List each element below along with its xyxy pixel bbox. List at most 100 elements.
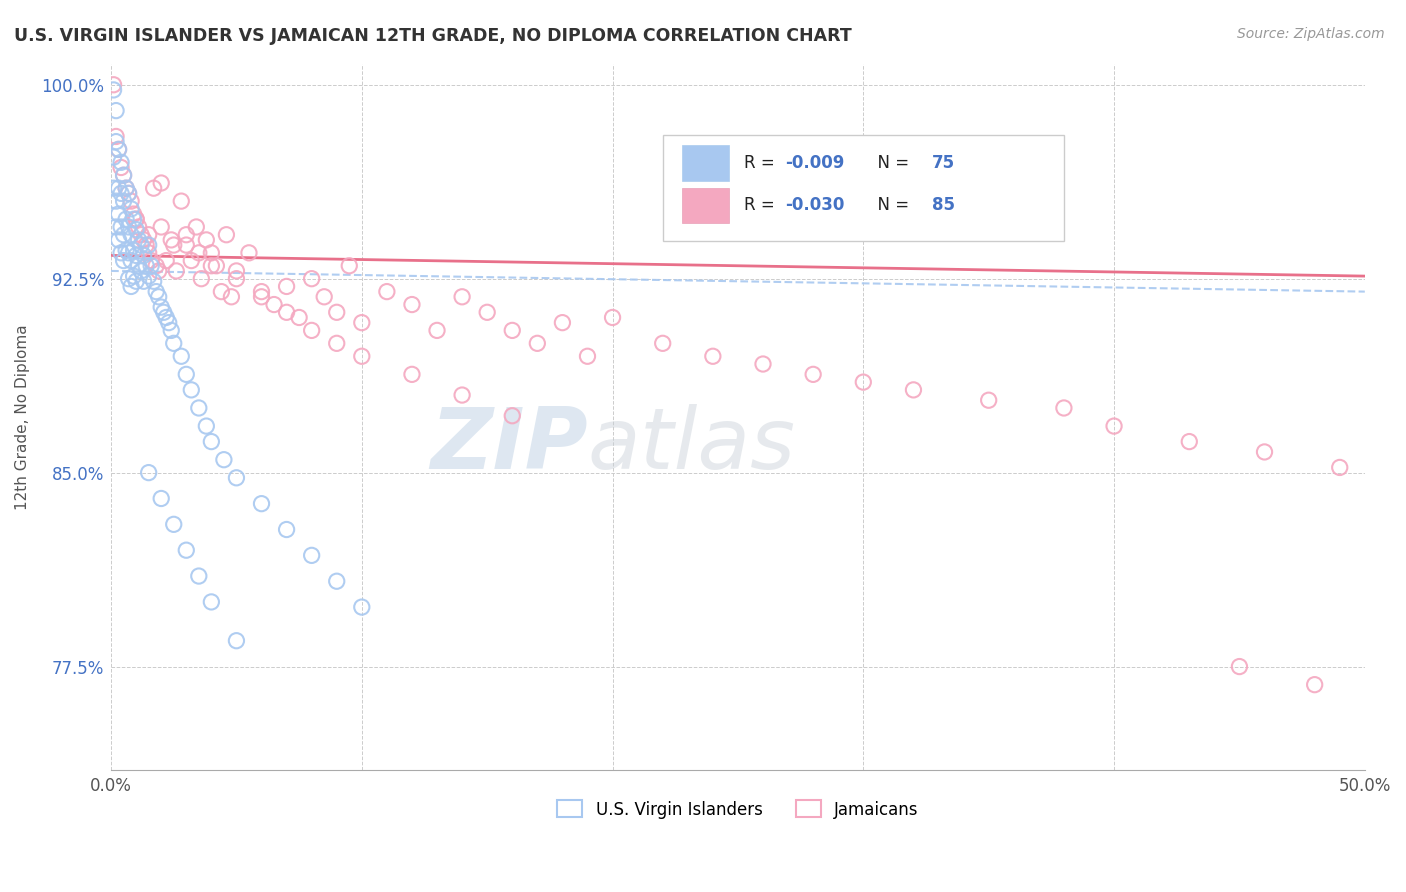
Point <box>132 274 155 288</box>
Point <box>163 517 186 532</box>
FancyBboxPatch shape <box>682 145 730 180</box>
Point <box>337 259 360 273</box>
Point <box>174 543 197 558</box>
Point <box>250 285 273 299</box>
Point <box>115 181 138 195</box>
Point <box>325 574 347 589</box>
Point <box>105 103 128 118</box>
Point <box>125 274 148 288</box>
Point <box>602 310 624 325</box>
Point <box>120 194 142 208</box>
Point <box>152 305 174 319</box>
Point <box>288 310 311 325</box>
Point <box>215 227 238 242</box>
FancyBboxPatch shape <box>662 135 1064 241</box>
Text: -0.009: -0.009 <box>786 154 845 172</box>
Point <box>110 245 132 260</box>
Point <box>314 290 336 304</box>
Text: U.S. VIRGIN ISLANDER VS JAMAICAN 12TH GRADE, NO DIPLOMA CORRELATION CHART: U.S. VIRGIN ISLANDER VS JAMAICAN 12TH GR… <box>14 27 852 45</box>
Point <box>1178 434 1201 449</box>
Point <box>186 219 208 234</box>
Point <box>150 300 173 314</box>
Point <box>110 161 132 175</box>
Point <box>117 271 139 285</box>
Point <box>212 452 235 467</box>
Point <box>165 264 187 278</box>
Point <box>107 142 129 156</box>
Text: ZIP: ZIP <box>430 404 588 487</box>
Point <box>903 383 925 397</box>
Point <box>135 238 157 252</box>
FancyBboxPatch shape <box>682 187 730 223</box>
Point <box>180 383 202 397</box>
Point <box>221 290 243 304</box>
Point <box>1229 659 1251 673</box>
Point <box>160 323 183 337</box>
Point <box>205 259 228 273</box>
Point <box>752 357 775 371</box>
Y-axis label: 12th Grade, No Diploma: 12th Grade, No Diploma <box>15 324 30 510</box>
Point <box>103 150 125 164</box>
Point <box>451 388 474 402</box>
Point <box>117 219 139 234</box>
Point <box>112 168 135 182</box>
Point <box>526 336 548 351</box>
Point <box>150 491 173 506</box>
Text: Source: ZipAtlas.com: Source: ZipAtlas.com <box>1237 27 1385 41</box>
Point <box>128 219 150 234</box>
Point <box>801 368 824 382</box>
Point <box>125 212 148 227</box>
Point <box>325 305 347 319</box>
Point <box>107 142 129 156</box>
Point <box>477 305 499 319</box>
Point <box>225 264 247 278</box>
Point <box>651 336 673 351</box>
Point <box>160 233 183 247</box>
Point <box>276 305 298 319</box>
Point <box>115 212 138 227</box>
Point <box>122 207 145 221</box>
Point <box>103 78 125 92</box>
Point <box>110 219 132 234</box>
Point <box>128 233 150 247</box>
Point <box>120 227 142 242</box>
Point <box>426 323 449 337</box>
Point <box>105 129 128 144</box>
Point <box>110 155 132 169</box>
Point <box>576 349 599 363</box>
Point <box>120 202 142 216</box>
Point <box>112 194 135 208</box>
Point <box>350 316 373 330</box>
Point <box>128 259 150 273</box>
Point <box>250 497 273 511</box>
Point <box>1102 419 1125 434</box>
Point <box>141 259 163 273</box>
Point <box>138 269 160 284</box>
Point <box>117 245 139 260</box>
Legend: U.S. Virgin Islanders, Jamaicans: U.S. Virgin Islanders, Jamaicans <box>551 794 925 825</box>
Point <box>110 186 132 201</box>
Point <box>129 238 152 252</box>
Point <box>107 207 129 221</box>
Point <box>112 253 135 268</box>
Point <box>138 238 160 252</box>
Point <box>238 245 260 260</box>
Point <box>501 323 523 337</box>
Point <box>148 290 170 304</box>
Point <box>107 181 129 195</box>
Point <box>1303 678 1326 692</box>
Point <box>163 336 186 351</box>
Point <box>155 310 177 325</box>
Point <box>145 259 167 273</box>
Point <box>225 271 247 285</box>
Point <box>174 238 197 252</box>
Point <box>157 316 180 330</box>
Point <box>263 297 285 311</box>
Point <box>702 349 724 363</box>
Point <box>112 168 135 182</box>
Point <box>105 219 128 234</box>
Point <box>125 222 148 236</box>
Point <box>103 181 125 195</box>
Text: R =: R = <box>744 196 780 214</box>
Point <box>187 245 209 260</box>
